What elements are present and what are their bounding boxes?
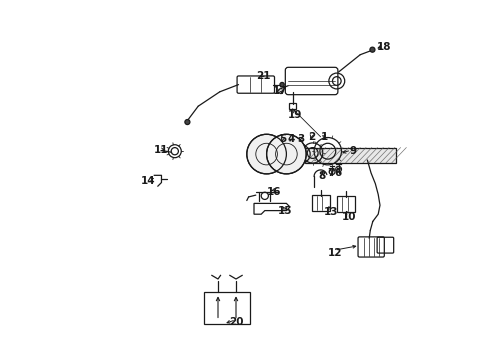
Bar (305, 148, 396, 163)
Circle shape (185, 120, 190, 125)
Text: 14: 14 (141, 176, 155, 186)
Text: 4: 4 (288, 134, 295, 144)
Text: 18: 18 (376, 42, 391, 52)
Text: 2: 2 (308, 132, 315, 142)
Text: 9: 9 (349, 146, 357, 156)
Text: 15: 15 (277, 206, 292, 216)
Text: 8: 8 (319, 171, 326, 181)
Text: 19: 19 (288, 110, 303, 120)
Text: 3: 3 (297, 134, 304, 144)
Bar (204, 292, 250, 324)
Circle shape (280, 82, 284, 87)
Text: 10: 10 (342, 212, 357, 222)
Text: 17: 17 (273, 86, 288, 96)
Text: 16: 16 (267, 186, 281, 197)
Circle shape (267, 134, 306, 174)
Text: 5: 5 (279, 134, 287, 144)
Circle shape (247, 134, 286, 174)
Text: 1: 1 (320, 132, 328, 142)
Text: 6: 6 (334, 168, 342, 178)
Text: 20: 20 (229, 317, 243, 327)
Text: 12: 12 (328, 248, 342, 258)
Text: 13: 13 (323, 207, 338, 217)
Text: 11: 11 (154, 145, 169, 156)
Text: 21: 21 (256, 71, 271, 81)
Text: 7: 7 (327, 168, 334, 178)
Circle shape (370, 47, 375, 52)
Bar (305, 148, 396, 163)
